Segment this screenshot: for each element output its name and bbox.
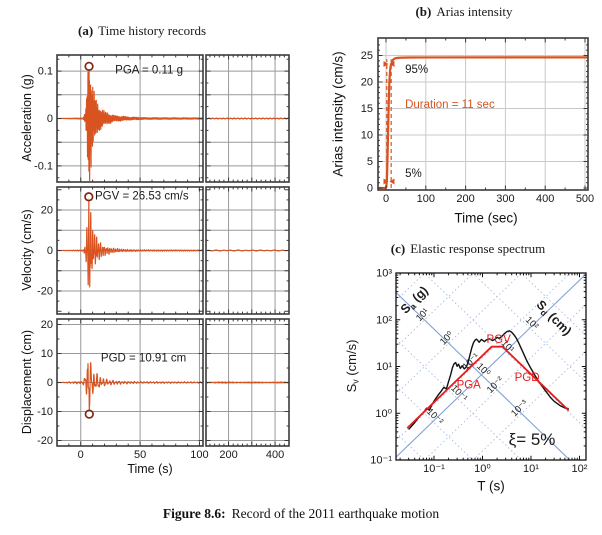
panel-c-title: (c) Elastic response spectrum <box>390 241 546 256</box>
pgd-label: PGD <box>515 372 540 384</box>
tick-label: 0 <box>367 183 373 195</box>
tick-label: 400 <box>536 193 554 205</box>
sa-decade-label: 10⁻² <box>485 375 506 396</box>
pga-pgv-pgd-trilinear-curve <box>406 345 570 429</box>
panel-a-velocity-plot: 20 0 -20 PGV = 26.53 cm/s <box>37 186 290 315</box>
tick-label: 10² <box>572 463 588 475</box>
panel-a-xlabel: Time (s) <box>127 462 173 476</box>
tick-label: 400 <box>266 449 284 461</box>
velocity-trace-seg1 <box>56 198 204 288</box>
tick-label: 200 <box>219 449 237 461</box>
displacement-peak-marker <box>84 409 94 419</box>
tick-label: 5 <box>367 156 373 168</box>
tick-label: 10⁻¹ <box>423 463 445 475</box>
displacement-peak-annotation: PGD = 10.91 cm <box>101 353 186 365</box>
velocity-axis-label: Velocity (cm/s) <box>20 209 34 291</box>
displacement-axis-label: Displacement (cm) <box>20 329 34 435</box>
velocity-trace-seg2 <box>205 249 290 252</box>
acceleration-peak-marker <box>84 61 94 72</box>
sa-decade-label: 10⁻³ <box>509 398 530 419</box>
arias-annotation: Duration = 11 sec <box>405 99 495 111</box>
figure-caption: Figure 8.6: Record of the 2011 earthquake… <box>162 506 440 521</box>
acceleration-axis-label: Acceleration (g) <box>20 74 34 162</box>
tick-label: 0 <box>47 377 53 389</box>
tick-label: 20 <box>41 205 53 217</box>
acceleration-trace-seg2 <box>205 117 290 120</box>
tick-label: 10⁰ <box>474 463 491 475</box>
panel-a-title: (a) Time history records <box>77 23 207 38</box>
arias-annotation: 5% <box>405 168 422 180</box>
tick-label: 15 <box>361 103 373 115</box>
panel-c-tag: (c) <box>390 241 406 256</box>
sa-decade-label: 10⁰ <box>438 329 456 347</box>
velocity-peak-annotation: PGV = 26.53 cm/s <box>95 190 189 202</box>
tick-label: 10⁰ <box>375 408 392 420</box>
panel-a-acceleration-plot: 0.1 0 -0.1 PGA = 0.11 g <box>34 54 290 183</box>
figure-caption-tag: Figure 8.6: <box>162 506 226 521</box>
response-spectrum-curve <box>408 330 569 430</box>
tick-label: -20 <box>37 435 53 447</box>
pga-label: PGA <box>457 379 482 391</box>
displacement-trace-seg1 <box>56 362 204 412</box>
tick-label: 10² <box>376 314 392 326</box>
displacement-trace-seg2 <box>205 381 290 384</box>
tick-label: 500 <box>576 193 594 205</box>
tick-label: 50 <box>134 449 146 461</box>
spectrum-curves <box>406 330 570 430</box>
spectrum-y-axis-label: Sv (cm/s) <box>344 340 361 393</box>
velocity-peak-marker <box>84 192 94 202</box>
tick-label: 0 <box>78 449 84 461</box>
tick-label: 10⁻¹ <box>370 455 392 467</box>
tick-label: -20 <box>37 286 53 298</box>
sd-decade-label: 10² <box>523 315 540 332</box>
tick-label: 0.1 <box>38 66 53 78</box>
tick-label: -0.1 <box>34 160 53 172</box>
tick-label: 25 <box>361 50 373 62</box>
panel-a-displacement-plot: 20 10 0 -10 -20 PGD = 10.91 cm <box>37 318 290 447</box>
tick-label: 10¹ <box>376 361 392 373</box>
tick-label: 100 <box>190 449 208 461</box>
arias-intensity-curve <box>378 56 588 190</box>
tick-label: 200 <box>456 193 474 205</box>
tick-label: 10 <box>361 130 373 142</box>
tick-label: 20 <box>361 77 373 89</box>
tick-label: 300 <box>496 193 514 205</box>
tick-label: 10¹ <box>523 463 539 475</box>
acceleration-trace-seg1 <box>56 69 204 182</box>
tick-label: 0 <box>47 113 53 125</box>
panel-a-x-tick-labels: 0 50 100 200 400 <box>78 449 285 461</box>
arias-axis-label: Arias intensity (cm/s) <box>330 51 346 177</box>
pgv-label: PGV <box>486 334 511 346</box>
acceleration-peak-annotation: PGA = 0.11 g <box>115 65 183 77</box>
panel-a-tag: (a) <box>77 23 94 38</box>
panel-b-title: (b) Arias intensity <box>415 4 513 19</box>
tick-label: 10 <box>41 348 53 360</box>
damping-ratio-label: ξ= 5% <box>509 430 556 449</box>
tick-label: 10³ <box>376 268 392 280</box>
tick-label: 0 <box>47 245 53 257</box>
tick-label: 20 <box>41 319 53 331</box>
panel-c-xlabel: T (s) <box>477 478 505 494</box>
panel-b-xlabel: Time (sec) <box>454 210 518 226</box>
tripartite-grid <box>396 273 586 460</box>
arias-annotation: 95% <box>405 64 428 76</box>
panel-b-tag: (b) <box>415 4 432 19</box>
tick-label: 0 <box>383 193 389 205</box>
panel-b-arias-plot: 0 5 10 15 20 25 0 100 200 300 400 500 95% Duration = … <box>361 37 594 205</box>
tick-label: 100 <box>417 193 435 205</box>
tick-label: -10 <box>37 406 53 418</box>
